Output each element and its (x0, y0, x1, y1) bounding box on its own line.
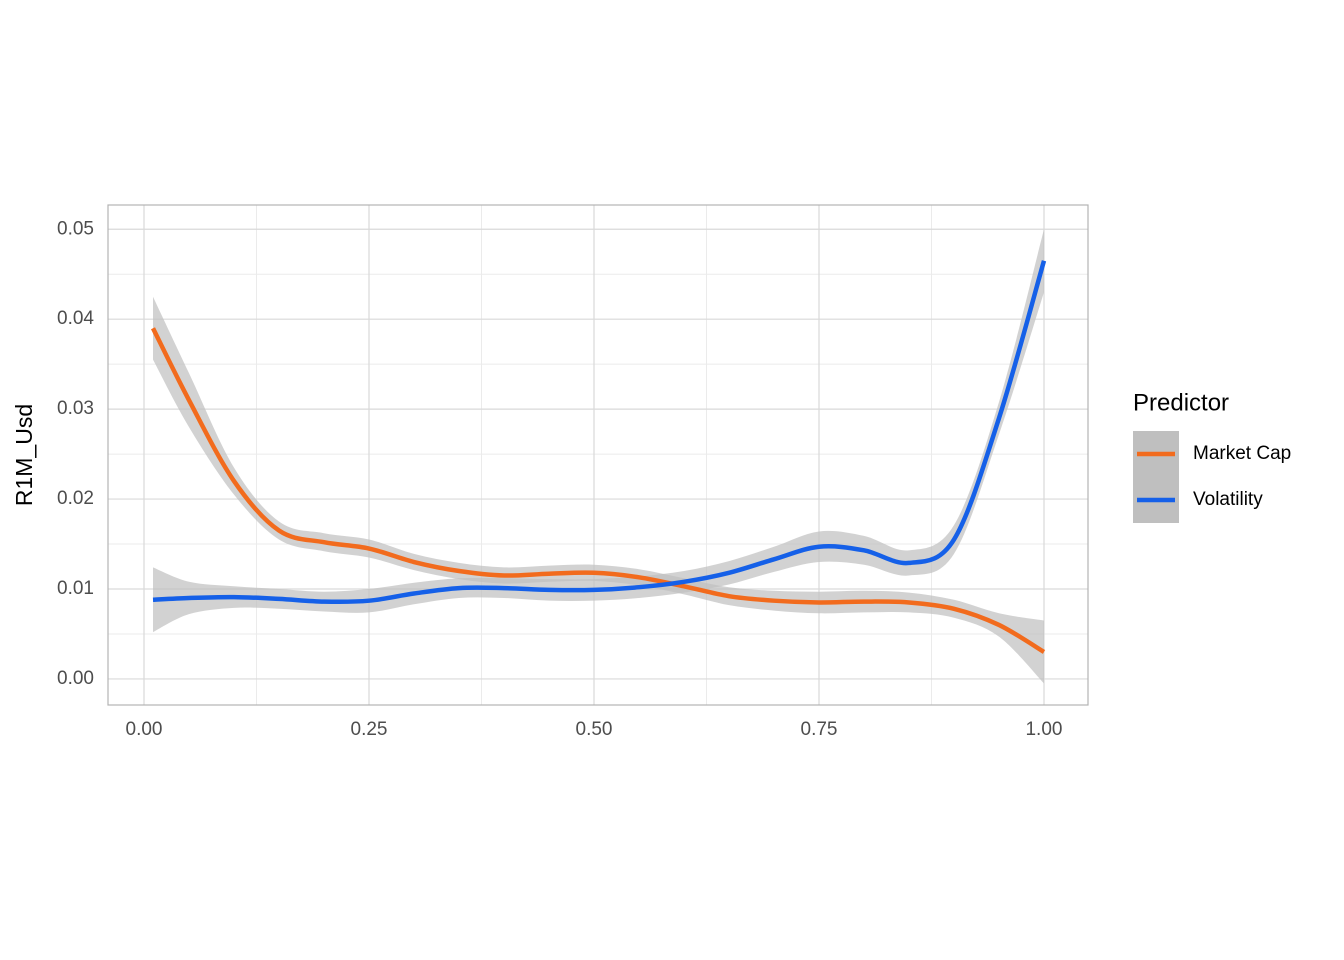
plot-border (107, 204, 1089, 706)
y-axis-title: R1M_Usd (11, 404, 37, 506)
y-tick-label: 0.04 (57, 308, 94, 329)
x-tick-label: 0.00 (126, 719, 163, 740)
line (152, 260, 1047, 605)
line (150, 327, 1046, 654)
x-tick-label: 0.25 (351, 719, 388, 740)
confidence-band (152, 229, 1044, 633)
legend-title: Predictor (1133, 389, 1229, 416)
legend-label: Volatility (1193, 489, 1263, 510)
y-tick-label: 0.01 (57, 578, 94, 599)
y-tick-label: 0.03 (57, 398, 94, 419)
x-tick-label: 1.00 (1025, 719, 1062, 740)
y-tick-label: 0.05 (57, 218, 94, 239)
legend-label: Market Cap (1193, 443, 1291, 464)
x-tick-label: 0.75 (801, 719, 838, 740)
x-tick-label: 0.50 (576, 719, 613, 740)
y-tick-label: 0.00 (57, 668, 94, 689)
y-tick-label: 0.02 (57, 488, 94, 509)
